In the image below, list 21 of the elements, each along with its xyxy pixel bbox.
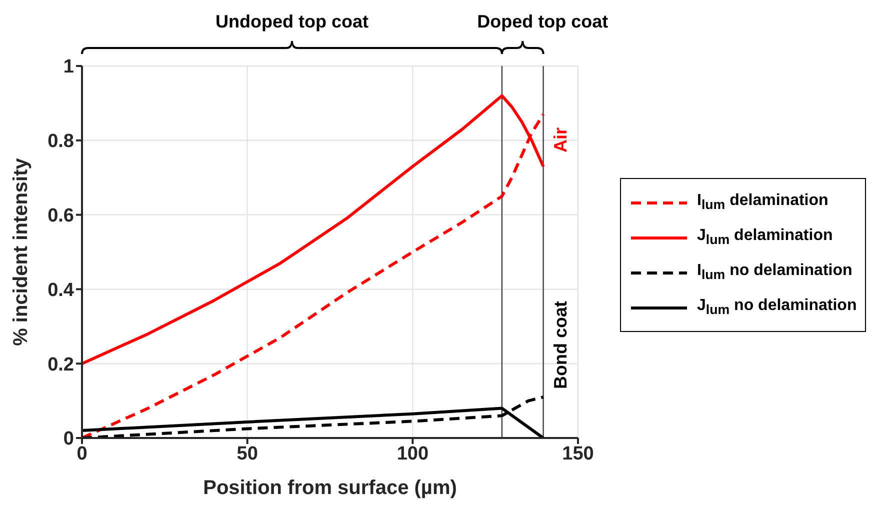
y-tick-label: 0.2: [48, 354, 74, 376]
legend-label: J$_{lum}$ delamination: [697, 227, 833, 248]
y-tick-label: 0.6: [48, 206, 74, 227]
x-axis-title: Position from surface (µm): [203, 477, 457, 499]
y-tick-label: 0.4: [48, 280, 74, 301]
annotation: Bond coat: [550, 301, 572, 389]
legend-label: I$_{lum}$ no delamination: [697, 262, 852, 283]
x-tick-label: 100: [396, 443, 429, 464]
y-tick-label: 0: [63, 428, 74, 450]
y-tick-label: 0.8: [48, 131, 74, 152]
line-series: [82, 396, 545, 438]
x-tick-label: 150: [562, 443, 594, 464]
x-tick-label: 0: [76, 443, 88, 464]
text: Undoped top coat: [215, 12, 368, 32]
y-axis-title: % incident intensity: [10, 157, 32, 346]
annotation: Air: [550, 128, 572, 153]
x-tick-label: 50: [236, 443, 258, 464]
y-tick-label: 1: [63, 56, 74, 78]
legend-label: I$_{lum}$ delamination: [697, 192, 828, 213]
legend-label: J$_{lum}$ no delamination: [697, 297, 857, 318]
text: Doped top coat: [477, 12, 608, 32]
